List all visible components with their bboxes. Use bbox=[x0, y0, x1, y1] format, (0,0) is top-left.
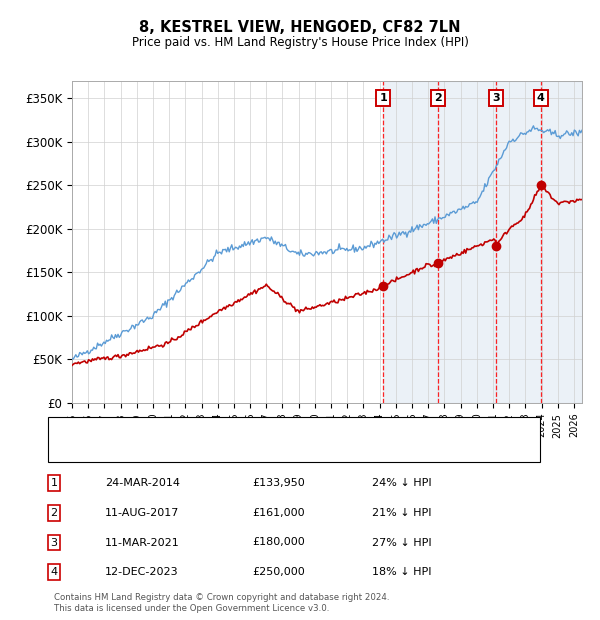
Text: 24% ↓ HPI: 24% ↓ HPI bbox=[372, 478, 431, 488]
Text: Contains HM Land Registry data © Crown copyright and database right 2024.
This d: Contains HM Land Registry data © Crown c… bbox=[54, 593, 389, 613]
Text: Price paid vs. HM Land Registry's House Price Index (HPI): Price paid vs. HM Land Registry's House … bbox=[131, 36, 469, 48]
Text: 1: 1 bbox=[50, 478, 58, 488]
Text: 4: 4 bbox=[50, 567, 58, 577]
Text: £250,000: £250,000 bbox=[252, 567, 305, 577]
Bar bbox=[541, 81, 582, 403]
Text: 4: 4 bbox=[537, 94, 545, 104]
Text: 1: 1 bbox=[379, 94, 387, 104]
Text: HPI: Average price, detached house, Caerphilly: HPI: Average price, detached house, Caer… bbox=[108, 445, 354, 454]
Text: 21% ↓ HPI: 21% ↓ HPI bbox=[372, 508, 431, 518]
Text: 18% ↓ HPI: 18% ↓ HPI bbox=[372, 567, 431, 577]
Text: £180,000: £180,000 bbox=[252, 538, 305, 547]
Text: 11-MAR-2021: 11-MAR-2021 bbox=[105, 538, 180, 547]
Text: £161,000: £161,000 bbox=[252, 508, 305, 518]
Text: 8, KESTREL VIEW, HENGOED, CF82 7LN (detached house): 8, KESTREL VIEW, HENGOED, CF82 7LN (deta… bbox=[108, 425, 408, 435]
Text: 2: 2 bbox=[50, 508, 58, 518]
Text: 24-MAR-2014: 24-MAR-2014 bbox=[105, 478, 180, 488]
Text: 11-AUG-2017: 11-AUG-2017 bbox=[105, 508, 179, 518]
Text: 3: 3 bbox=[492, 94, 500, 104]
Text: 27% ↓ HPI: 27% ↓ HPI bbox=[372, 538, 431, 547]
Text: 8, KESTREL VIEW, HENGOED, CF82 7LN: 8, KESTREL VIEW, HENGOED, CF82 7LN bbox=[139, 20, 461, 35]
Text: 3: 3 bbox=[50, 538, 58, 547]
Text: 12-DEC-2023: 12-DEC-2023 bbox=[105, 567, 179, 577]
Text: 2: 2 bbox=[434, 94, 442, 104]
Text: £133,950: £133,950 bbox=[252, 478, 305, 488]
Bar bbox=[438, 81, 496, 403]
Bar bbox=[496, 81, 541, 403]
Bar bbox=[383, 81, 438, 403]
